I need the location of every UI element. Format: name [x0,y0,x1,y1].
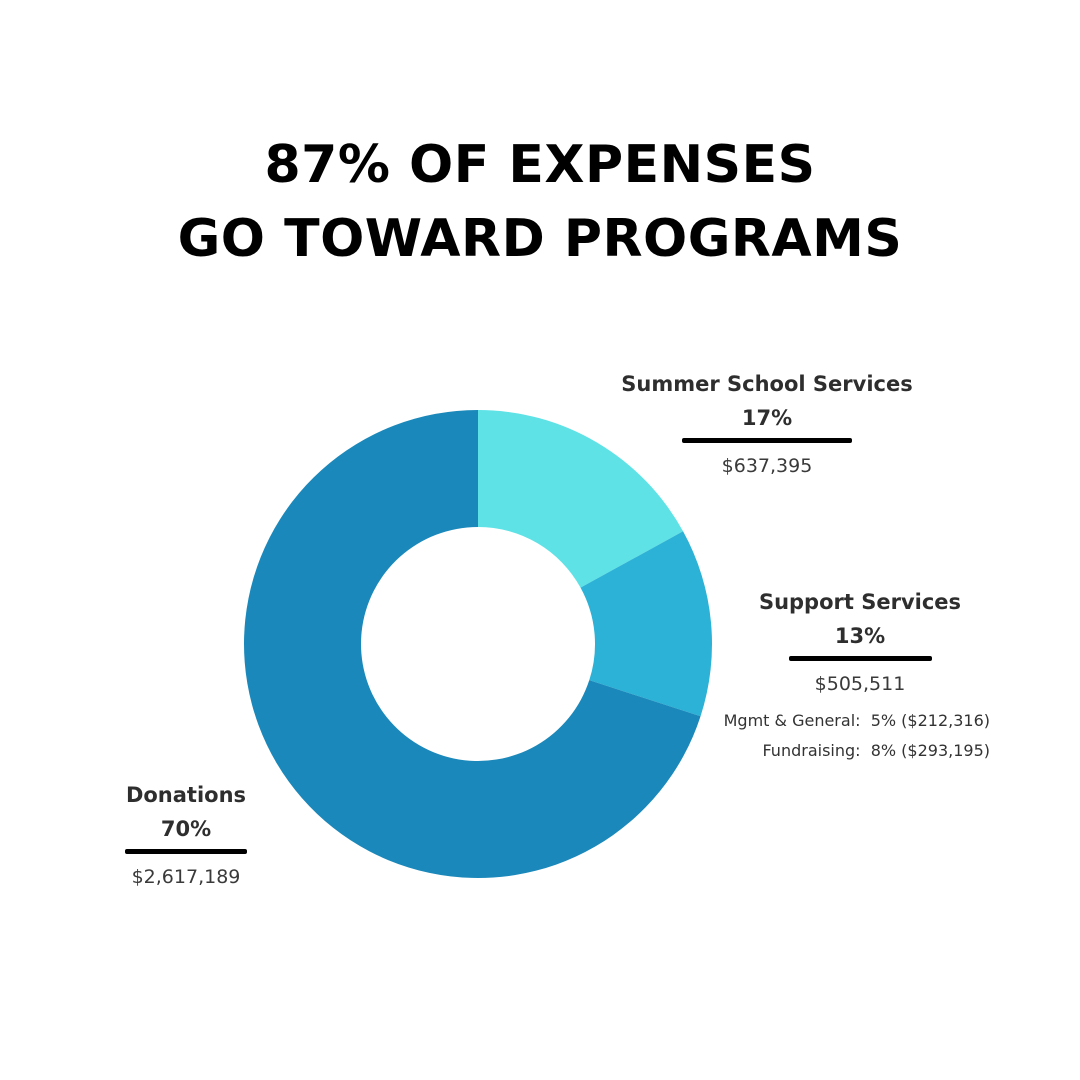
label-underline [682,438,852,443]
support-breakdown: Mgmt & General: 5% ($212,316) Fundraisin… [690,706,990,766]
label-underline [788,656,932,661]
breakdown-label: Mgmt & General: [723,711,861,730]
slice-amount: $505,511 [814,673,906,695]
donut-slice-summer-school-services [478,410,684,588]
slice-label: Donations [125,783,247,807]
label-underline [125,849,247,854]
title-line-1: 87% OF EXPENSES [264,135,816,195]
slice-label: Summer School Services [621,372,913,396]
label-summer-school: Summer School Services 17% $637,395 [617,367,917,479]
label-donations: Donations 70% $2,617,189 [106,778,266,890]
breakdown-mgmt-general: Mgmt & General: 5% ($212,316) [690,706,990,736]
slice-amount: $2,617,189 [131,866,241,888]
slice-amount: $637,395 [721,455,813,477]
page-title: 87% OF EXPENSES GO TOWARD PROGRAMS [0,128,1080,276]
title-line-2: GO TOWARD PROGRAMS [177,209,903,269]
slice-label: Support Services [758,590,962,614]
breakdown-value: 8% ($293,195) [870,741,990,760]
donut-slice-donations [244,410,701,878]
slice-percent: 13% [834,624,886,648]
breakdown-fundraising: Fundraising: 8% ($293,195) [690,736,990,766]
slice-percent: 70% [160,817,212,841]
label-support-services: Support Services 13% $505,511 [730,585,990,697]
breakdown-label: Fundraising: [762,741,861,760]
donut-slice-support-services [580,531,713,717]
breakdown-value: 5% ($212,316) [870,711,990,730]
slice-percent: 17% [741,406,793,430]
